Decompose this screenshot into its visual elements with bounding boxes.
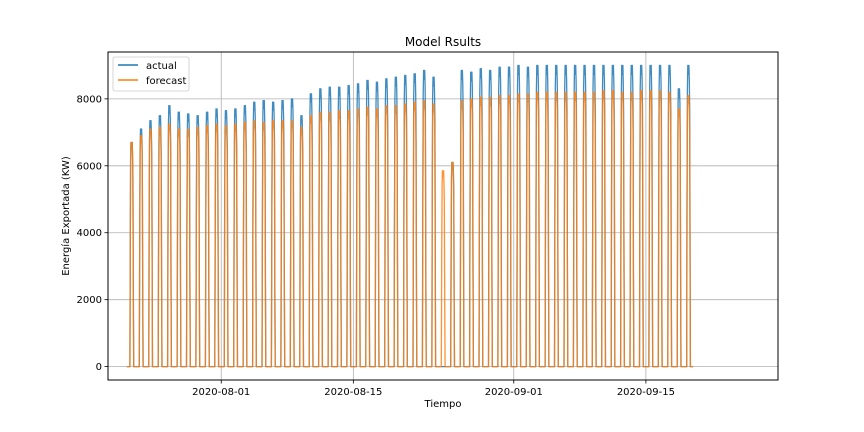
- y-tick-label: 8000: [77, 94, 102, 105]
- y-axis: 0 2000 4000 6000 8000: [77, 94, 108, 373]
- series-line-actual: [126, 64, 694, 368]
- y-axis-label: Energía Exportada (KW): [60, 156, 72, 276]
- series-line-forecast: [126, 89, 694, 368]
- plot-frame: [107, 51, 779, 381]
- x-axis-label: Tiempo: [424, 399, 462, 410]
- y-tick-label: 2000: [77, 295, 102, 306]
- y-tick-label: 4000: [77, 228, 102, 239]
- legend: actual forecast: [112, 56, 190, 92]
- x-axis: 2020-08-01 2020-08-15 2020-09-01 2020-09-15: [192, 380, 675, 398]
- x-tick-label: 2020-08-01: [192, 387, 250, 398]
- x-tick-label: 2020-09-01: [485, 387, 543, 398]
- y-tick-label: 6000: [77, 161, 102, 172]
- x-tick-label: 2020-09-15: [617, 387, 675, 398]
- x-tick-label: 2020-08-15: [324, 387, 382, 398]
- legend-label-forecast: forecast: [146, 76, 187, 87]
- series-lines: [126, 64, 694, 368]
- chart-title: Model Rsults: [405, 35, 481, 49]
- y-tick-label: 0: [96, 362, 102, 373]
- legend-label-actual: actual: [146, 61, 177, 72]
